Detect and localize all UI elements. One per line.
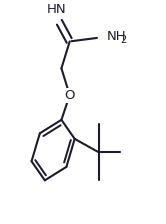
Text: 2: 2: [120, 35, 127, 45]
Text: O: O: [64, 89, 75, 102]
Text: NH: NH: [107, 30, 127, 43]
Text: HN: HN: [47, 3, 66, 16]
